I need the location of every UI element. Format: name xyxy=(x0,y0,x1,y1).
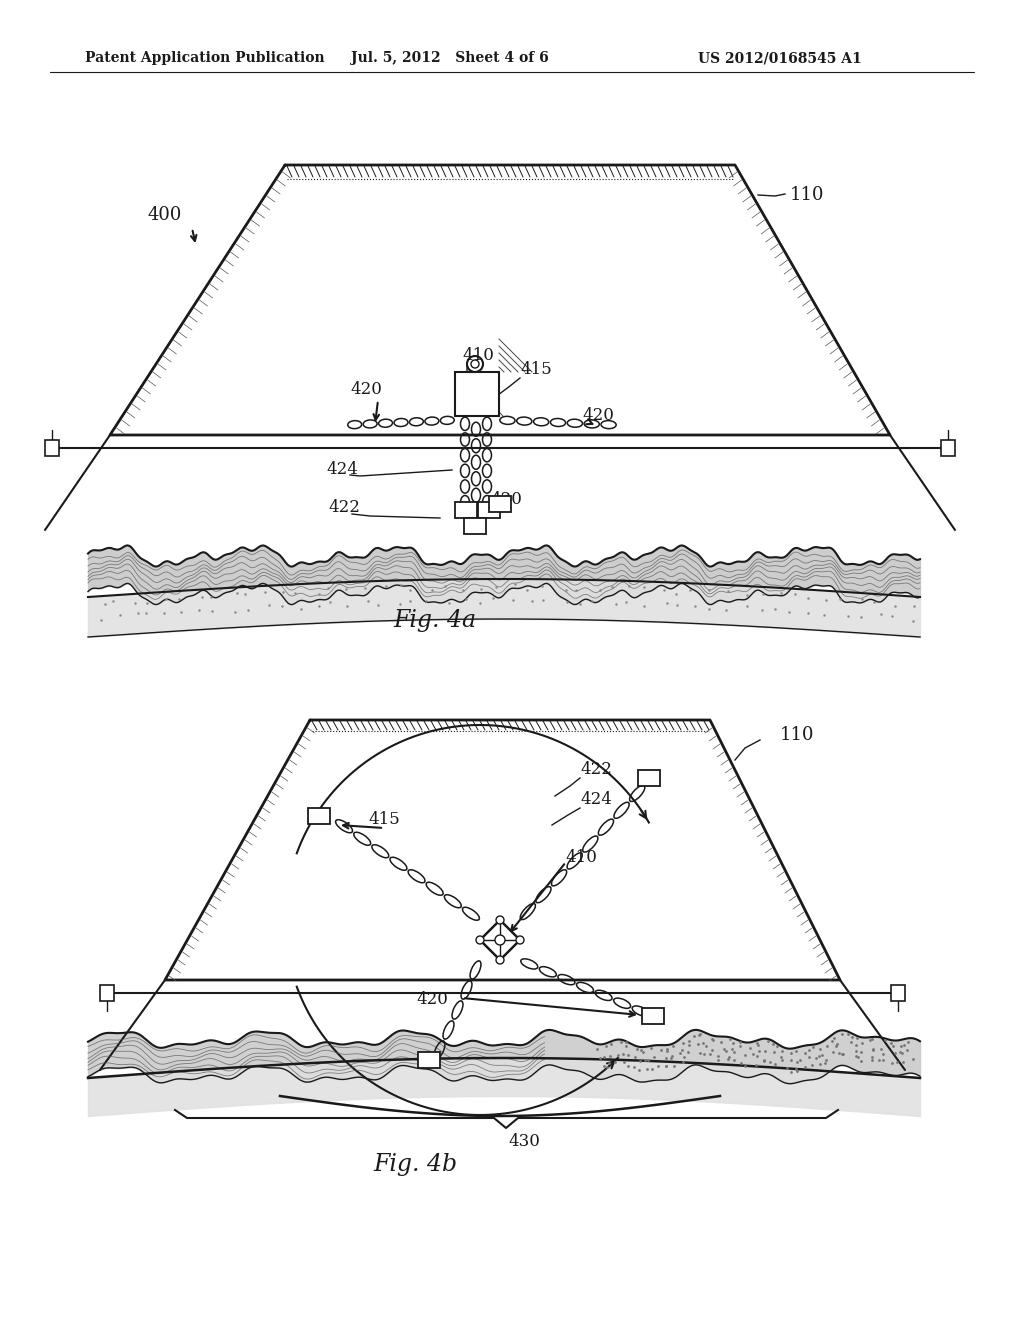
Text: 420: 420 xyxy=(416,991,447,1008)
Bar xyxy=(638,770,660,785)
Text: 422: 422 xyxy=(328,499,359,516)
Text: US 2012/0168545 A1: US 2012/0168545 A1 xyxy=(698,51,862,65)
Bar xyxy=(489,496,511,512)
Bar xyxy=(418,1052,440,1068)
Text: 422: 422 xyxy=(580,762,612,779)
Circle shape xyxy=(476,936,484,944)
Bar xyxy=(455,502,477,517)
Text: Jul. 5, 2012   Sheet 4 of 6: Jul. 5, 2012 Sheet 4 of 6 xyxy=(351,51,549,65)
Text: 424: 424 xyxy=(326,462,357,479)
Text: 430: 430 xyxy=(508,1134,540,1151)
Bar xyxy=(464,517,486,535)
Text: 415: 415 xyxy=(368,812,399,829)
Circle shape xyxy=(516,936,524,944)
Bar xyxy=(478,502,500,517)
Bar xyxy=(941,440,955,455)
Bar xyxy=(455,372,499,416)
Text: Fig. 4a: Fig. 4a xyxy=(393,609,476,631)
Text: 420: 420 xyxy=(490,491,522,508)
Bar xyxy=(642,1008,664,1024)
Text: 420: 420 xyxy=(350,381,382,399)
Text: Patent Application Publication: Patent Application Publication xyxy=(85,51,325,65)
Text: 415: 415 xyxy=(520,362,552,379)
Text: 420: 420 xyxy=(582,407,613,424)
Text: 110: 110 xyxy=(780,726,814,744)
Text: Fig. 4b: Fig. 4b xyxy=(373,1154,457,1176)
Bar xyxy=(100,985,114,1001)
Text: 110: 110 xyxy=(790,186,824,205)
Text: 410: 410 xyxy=(565,850,597,866)
Circle shape xyxy=(495,935,505,945)
Text: 410: 410 xyxy=(462,346,494,363)
Circle shape xyxy=(496,956,504,964)
Text: 400: 400 xyxy=(148,206,182,224)
Circle shape xyxy=(496,916,504,924)
Bar xyxy=(308,808,330,824)
Text: 424: 424 xyxy=(580,792,612,808)
Bar xyxy=(891,985,905,1001)
Bar xyxy=(45,440,59,455)
